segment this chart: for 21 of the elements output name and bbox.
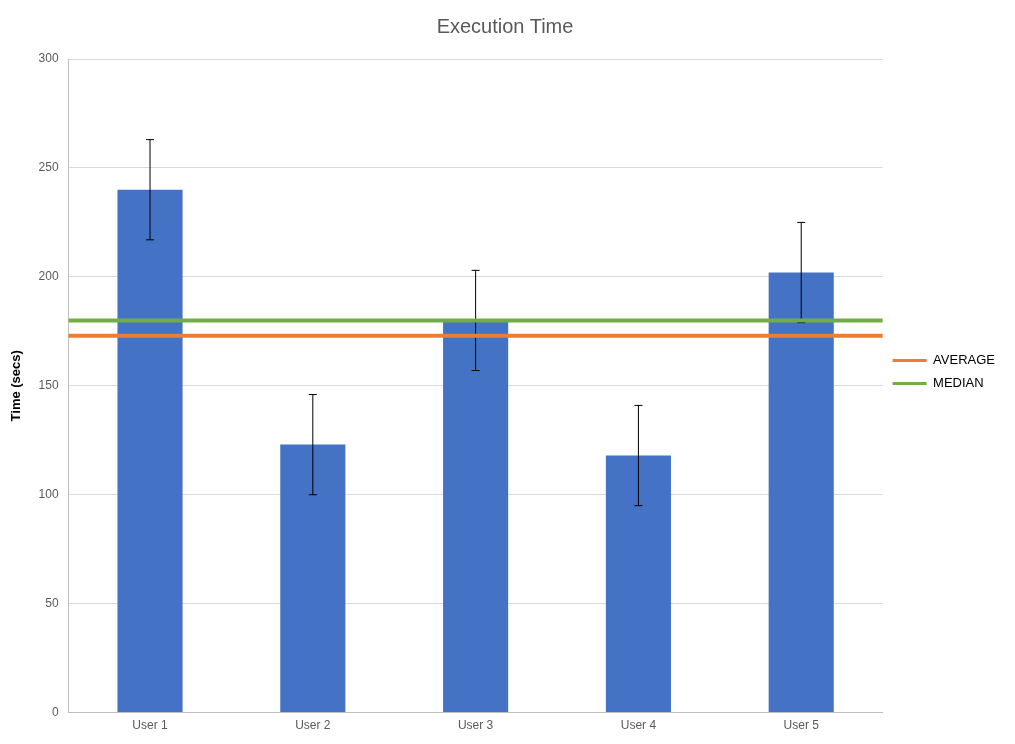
y-tick-label: 150: [38, 378, 59, 393]
bar: [280, 444, 346, 713]
y-axis-title: Time (secs): [8, 350, 24, 422]
legend-label: MEDIAN: [933, 375, 984, 391]
y-tick-label: 300: [38, 51, 59, 66]
y-tick-label: 100: [38, 487, 59, 502]
bar: [117, 189, 183, 713]
bar: [605, 455, 671, 713]
bar: [768, 272, 834, 713]
y-tick-label: 250: [38, 160, 59, 175]
y-tick-label: 200: [38, 269, 59, 284]
bar: [443, 320, 509, 713]
y-tick-label: 50: [45, 595, 59, 610]
x-tick-label: User 1: [132, 718, 169, 733]
chart-title: Execution Time: [436, 14, 574, 37]
x-tick-label: User 2: [295, 718, 331, 733]
x-tick-label: User 4: [620, 718, 657, 733]
x-tick-label: User 3: [457, 718, 494, 733]
y-tick-label: 0: [51, 704, 59, 719]
x-tick-label: User 5: [783, 718, 820, 733]
legend-label: AVERAGE: [933, 352, 996, 368]
